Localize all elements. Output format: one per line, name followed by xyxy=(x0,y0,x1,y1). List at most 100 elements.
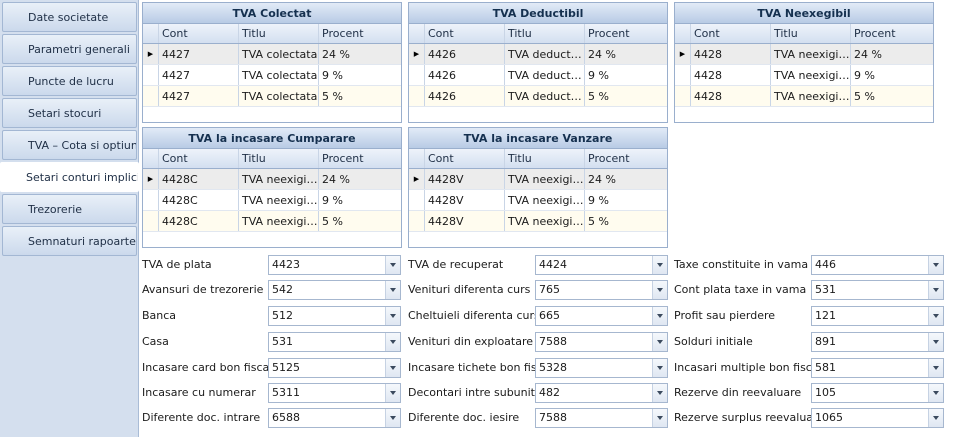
cell-procent: 5 % xyxy=(322,90,343,103)
account-combo[interactable]: 446 xyxy=(811,255,944,275)
nav-item-6[interactable]: Trezorerie xyxy=(2,194,137,224)
account-combo[interactable]: 665 xyxy=(535,306,668,326)
chevron-down-icon[interactable] xyxy=(652,359,667,377)
chevron-down-icon[interactable] xyxy=(385,384,400,402)
account-combo[interactable]: 531 xyxy=(811,280,944,300)
cell-cont: 4428V xyxy=(425,190,505,210)
grid-header: Cont Titlu Procent xyxy=(409,24,667,44)
account-combo[interactable]: 105 xyxy=(811,383,944,403)
chevron-down-icon[interactable] xyxy=(928,333,943,351)
combo-value: 1065 xyxy=(815,411,843,424)
account-combo[interactable]: 4423 xyxy=(268,255,401,275)
account-combo[interactable]: 542 xyxy=(268,280,401,300)
account-combo[interactable]: 512 xyxy=(268,306,401,326)
column-header-procent[interactable]: Procent xyxy=(854,27,896,40)
chevron-down-icon[interactable] xyxy=(652,281,667,299)
nav-item-2[interactable]: Puncte de lucru xyxy=(2,66,137,96)
column-header-procent[interactable]: Procent xyxy=(322,152,364,165)
cell-procent: 9 % xyxy=(322,194,343,207)
chevron-down-icon[interactable] xyxy=(928,384,943,402)
column-header-procent[interactable]: Procent xyxy=(588,152,630,165)
chevron-down-icon[interactable] xyxy=(385,281,400,299)
table-row[interactable]: 4428 TVA neexigibila 5 % xyxy=(675,86,933,107)
nav-item-4[interactable]: TVA – Cota si optiuni xyxy=(2,130,137,160)
account-combo[interactable]: 531 xyxy=(268,332,401,352)
chevron-down-icon[interactable] xyxy=(385,409,400,427)
table-row[interactable]: 4428 TVA neexigibila 9 % xyxy=(675,65,933,86)
chevron-down-icon[interactable] xyxy=(385,307,400,325)
table-row[interactable]: 4428V TVA neexigib... 9 % xyxy=(409,190,667,211)
nav-item-0[interactable]: Date societate xyxy=(2,2,137,32)
account-combo[interactable]: 6588 xyxy=(268,408,401,428)
table-row[interactable]: 4426 TVA deductibila 9 % xyxy=(409,65,667,86)
column-header-cont[interactable]: Cont xyxy=(691,24,771,43)
row-indicator xyxy=(143,211,159,231)
table-row[interactable]: ▶ 4426 TVA deductibila 24 % xyxy=(409,44,667,65)
chevron-down-icon[interactable] xyxy=(928,281,943,299)
account-combo[interactable]: 5125 xyxy=(268,358,401,378)
nav-item-1[interactable]: Parametri generali xyxy=(2,34,137,64)
table-row[interactable]: ▶ 4428 TVA neexigibila 24 % xyxy=(675,44,933,65)
column-header-cont[interactable]: Cont xyxy=(425,24,505,43)
account-combo[interactable]: 1065 xyxy=(811,408,944,428)
account-combo[interactable]: 4424 xyxy=(535,255,668,275)
account-combo[interactable]: 5311 xyxy=(268,383,401,403)
chevron-down-icon[interactable] xyxy=(652,333,667,351)
table-row[interactable]: 4426 TVA deductibila 5 % xyxy=(409,86,667,107)
column-header-titlu[interactable]: Titlu xyxy=(239,24,319,43)
column-header-procent[interactable]: Procent xyxy=(322,27,364,40)
column-header-procent[interactable]: Procent xyxy=(588,27,630,40)
combo-value: 531 xyxy=(815,283,836,296)
chevron-down-icon[interactable] xyxy=(385,359,400,377)
column-header-cont[interactable]: Cont xyxy=(425,149,505,168)
account-combo[interactable]: 7588 xyxy=(535,332,668,352)
chevron-down-icon[interactable] xyxy=(928,359,943,377)
field-label: Profit sau pierdere xyxy=(674,309,776,322)
cell-procent: 9 % xyxy=(854,69,875,82)
column-header-titlu[interactable]: Titlu xyxy=(505,24,585,43)
account-combo[interactable]: 581 xyxy=(811,358,944,378)
chevron-down-icon[interactable] xyxy=(928,409,943,427)
chevron-down-icon[interactable] xyxy=(928,256,943,274)
field-label: Banca xyxy=(142,309,177,322)
column-header-titlu[interactable]: Titlu xyxy=(505,149,585,168)
column-header-cont[interactable]: Cont xyxy=(159,24,239,43)
chevron-down-icon[interactable] xyxy=(652,307,667,325)
vat-grid: TVA la incasare Cumparare Cont Titlu Procen… xyxy=(142,127,402,248)
chevron-down-icon[interactable] xyxy=(928,307,943,325)
nav-item-5[interactable]: Setari conturi implicite xyxy=(0,162,139,192)
combo-value: 7588 xyxy=(539,411,567,424)
combo-value: 542 xyxy=(272,283,293,296)
table-row[interactable]: ▶ 4428V TVA neexigib... 24 % xyxy=(409,169,667,190)
chevron-down-icon[interactable] xyxy=(385,256,400,274)
nav-item-3[interactable]: Setari stocuri xyxy=(2,98,137,128)
table-row[interactable]: 4427 TVA colectata 5 % xyxy=(143,86,401,107)
cell-titlu: TVA neexigibila xyxy=(771,44,851,64)
field-label: Taxe constituite in vama xyxy=(674,258,809,271)
column-header-titlu[interactable]: Titlu xyxy=(239,149,319,168)
account-combo[interactable]: 765 xyxy=(535,280,668,300)
chevron-down-icon[interactable] xyxy=(385,333,400,351)
account-combo[interactable]: 5328 xyxy=(535,358,668,378)
nav-item-7[interactable]: Semnaturi rapoarte xyxy=(2,226,137,256)
account-combo[interactable]: 7588 xyxy=(535,408,668,428)
column-header-titlu[interactable]: Titlu xyxy=(771,24,851,43)
settings-nav: Date societate Parametri generali Puncte d… xyxy=(0,0,139,437)
table-row[interactable]: 4428V TVA neexigib... 5 % xyxy=(409,211,667,232)
chevron-down-icon[interactable] xyxy=(652,256,667,274)
column-header-cont[interactable]: Cont xyxy=(159,149,239,168)
cell-procent: 9 % xyxy=(588,69,609,82)
account-combo[interactable]: 121 xyxy=(811,306,944,326)
table-row[interactable]: 4428C TVA neexigib... 9 % xyxy=(143,190,401,211)
account-combo[interactable]: 482 xyxy=(535,383,668,403)
table-row[interactable]: 4427 TVA colectata 9 % xyxy=(143,65,401,86)
table-row[interactable]: ▶ 4428C TVA neexigib... 24 % xyxy=(143,169,401,190)
table-row[interactable]: ▶ 4427 TVA colectata 24 % xyxy=(143,44,401,65)
table-row[interactable]: 4428C TVA neexigib... 5 % xyxy=(143,211,401,232)
row-indicator xyxy=(409,65,425,85)
account-combo[interactable]: 891 xyxy=(811,332,944,352)
chevron-down-icon[interactable] xyxy=(652,384,667,402)
row-indicator xyxy=(143,86,159,106)
chevron-down-icon[interactable] xyxy=(652,409,667,427)
combo-value: 105 xyxy=(815,386,836,399)
